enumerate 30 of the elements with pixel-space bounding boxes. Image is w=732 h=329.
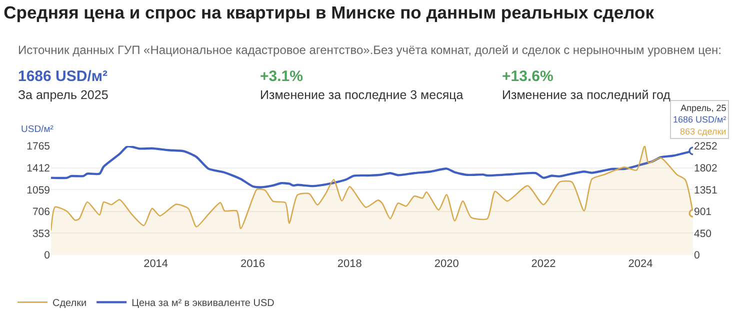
y-tick-label: 0 [44, 250, 50, 262]
text: Изменение за последние 3 месяца [260, 88, 464, 102]
text: Изменение за последний год [502, 88, 672, 102]
legend-label: Сделки [52, 298, 87, 310]
x-tick-label: 2020 [434, 258, 459, 270]
y-tick-label: 1765 [26, 140, 50, 153]
chart-title: Средняя цена и спрос на квартиры в Минске по данным реальных сделок [4, 2, 654, 22]
y2-tick-label: 901 [694, 206, 712, 218]
annotation: Апрель, 25 1686 USD/м² 863 сделки [673, 103, 726, 136]
y2-tick-label: 1351 [694, 184, 718, 196]
y-tick-label: 1059 [26, 184, 50, 196]
x-tick-label: 2022 [531, 258, 556, 270]
x-tick-label: 2014 [144, 258, 168, 270]
y2-tick-label: 450 [694, 228, 712, 240]
legend-label: Цена за м² в эквиваленте USD [132, 298, 274, 310]
y-tick-label: 1412 [26, 162, 50, 174]
x-tick-label: 2018 [337, 258, 362, 270]
y2-tick-label: 1802 [694, 162, 718, 174]
text: За апрель 2025 [18, 88, 108, 102]
x-tick-label: 2024 [628, 258, 653, 270]
y-axis-title: USD/м² [21, 124, 54, 135]
text: +13.6% [502, 68, 554, 85]
text: 1686 USD/м² [18, 68, 108, 85]
y-tick-label: 353 [32, 228, 50, 240]
y2-tick-label: 2252 [694, 140, 718, 153]
y-tick-label: 706 [32, 206, 50, 218]
text: +3.1% [260, 68, 303, 85]
y2-tick-label: 0 [694, 250, 700, 262]
x-tick-label: 2016 [240, 258, 266, 270]
chart-subtitle: Источник данных ГУП «Национальное кадастровое агентство».Без учёта комнат, долей и сделок с нерыночным уровнем цен: [18, 43, 722, 57]
